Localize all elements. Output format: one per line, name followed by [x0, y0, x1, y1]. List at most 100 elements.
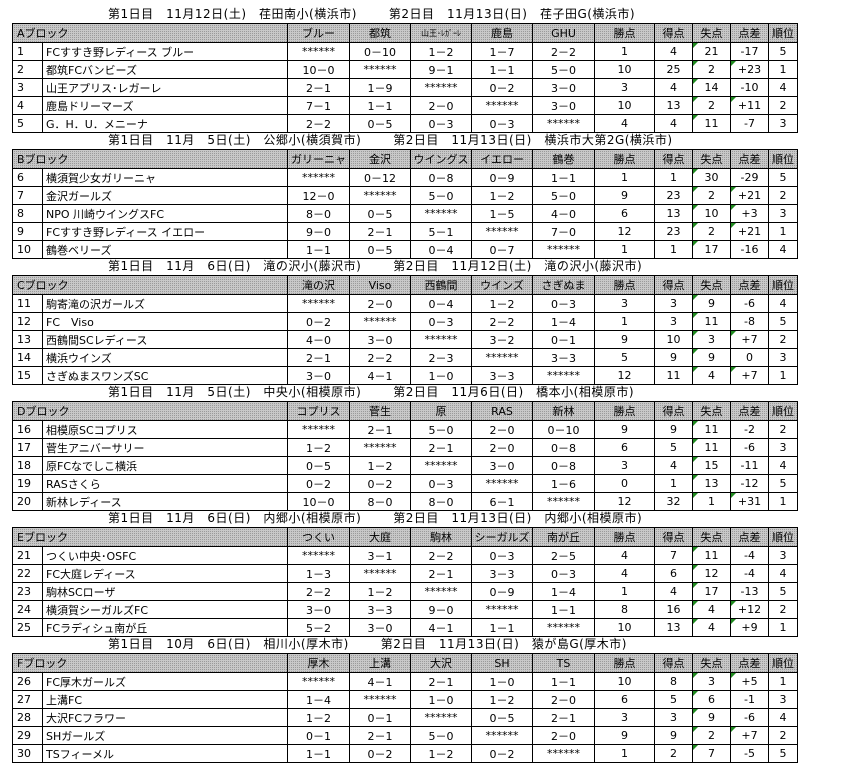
team-number: 18 [12, 456, 43, 475]
match-result: 0－5 [349, 240, 412, 259]
match-result: 2－3 [410, 348, 472, 367]
goal-difference: +31 [730, 492, 770, 511]
goals-against: 30 [692, 168, 732, 187]
team-name: 横須賀シーガルズFC [41, 600, 289, 619]
team-number: 14 [12, 348, 43, 367]
opponent-header: 新林 [532, 401, 596, 421]
team-name: 菅生アニバーサリー [41, 438, 289, 457]
team-name: FC Viso [42, 312, 288, 331]
table-row: 3 山王アプリス･レガーレ 2－1 1－9 ****** 0－2 3－0 3 4 14 -10 4 [12, 78, 798, 97]
team-name: FCラディシュ南が丘 [41, 618, 289, 637]
stat-header: 点差 [730, 23, 769, 43]
goals-against: 13 [692, 474, 732, 493]
table-row: 28 大沢FCフラワー 1－2 0－1 ****** 0－5 2－1 3 3 9 -6 4 [12, 708, 799, 727]
stat-header: 勝点 [594, 401, 656, 421]
block-Bブロック: 第1日目 11月 5日(土) 公郷小(横須賀市) 第2日目 11月13日(日) 横… [11, 132, 799, 259]
match-result: 3－0 [532, 96, 595, 115]
table-row: 17 菅生アニバーサリー 1－2 ****** 2－1 2－0 0－8 6 5 11 -6 3 [12, 438, 799, 457]
stat-header: 点差 [730, 275, 769, 295]
match-result: ****** [471, 222, 534, 241]
points: 3 [594, 708, 656, 727]
opponent-header: 山王･ﾚｶﾞｰﾚ [410, 23, 472, 43]
team-name: FC大庭レディース [41, 564, 289, 583]
goal-difference: -29 [730, 168, 770, 187]
goal-difference: +5 [730, 672, 770, 691]
match-result: 1－3 [287, 564, 351, 583]
rank: 3 [768, 348, 798, 367]
points: 3 [594, 294, 655, 313]
match-result: 0－3 [532, 294, 595, 313]
match-result: 12－0 [287, 186, 351, 205]
rank: 5 [768, 168, 799, 187]
match-result: 2－1 [410, 672, 473, 691]
match-result: 0－2 [471, 78, 533, 97]
match-result: ****** [410, 204, 473, 223]
table-row: 5 G．H．U．メニーナ 2－2 0－5 0－3 0－3 ****** 4 4 11 -7 3 [12, 114, 798, 133]
header-row: Bブロック ガリーニャ 金沢 ウイングス イエロー 鶴巻 勝点 得点 失点 点差 順位 [11, 149, 799, 169]
opponent-header: 上溝 [349, 653, 412, 673]
team-number: 28 [12, 708, 43, 727]
header-row: Aブロック ブルー 都筑 山王･ﾚｶﾞｰﾚ 鹿島 GHU 勝点 得点 失点 点差 順位 [12, 23, 798, 43]
match-result: 5－0 [410, 186, 473, 205]
match-result: ****** [349, 60, 411, 79]
stat-header: 順位 [768, 527, 799, 547]
team-number: 9 [12, 222, 43, 241]
match-result: 2－1 [287, 78, 350, 97]
team-number: 22 [12, 564, 43, 583]
rank: 4 [768, 708, 799, 727]
rank: 3 [768, 690, 799, 709]
team-name: 駒寄滝の沢ガールズ [42, 294, 288, 313]
match-result: 0－1 [532, 330, 595, 349]
match-result: 1－1 [471, 618, 534, 637]
goals-for: 4 [654, 42, 693, 61]
match-result: 0－10 [349, 42, 411, 61]
stat-header: 順位 [768, 653, 799, 673]
team-number: 23 [12, 582, 43, 601]
match-result: 0－8 [532, 456, 596, 475]
team-number: 24 [12, 600, 43, 619]
day2-schedule: 第2日目 11月13日(日) 猿が島G(厚木市) [380, 637, 627, 651]
match-result: 1－1 [532, 168, 596, 187]
goal-difference: +21 [730, 186, 770, 205]
goal-difference: -10 [730, 78, 769, 97]
goals-against: 1 [692, 492, 732, 511]
match-result: 1－2 [410, 744, 473, 763]
match-result: 9－0 [410, 600, 473, 619]
goals-against: 11 [692, 438, 732, 457]
match-result: 1－2 [349, 582, 412, 601]
goal-difference: -6 [730, 294, 769, 313]
standings-sheet: 第1日目 11月12日(土) 荏田南小(横浜市) 第2日目 11月13日(日) 荏… [11, 6, 799, 763]
rank: 2 [768, 186, 799, 205]
points: 4 [594, 564, 656, 583]
goal-difference: +7 [730, 726, 770, 745]
match-result: 3－0 [287, 366, 350, 385]
match-result: ****** [349, 564, 412, 583]
goal-difference: -17 [730, 42, 769, 61]
block-Aブロック: 第1日目 11月12日(土) 荏田南小(横浜市) 第2日目 11月13日(日) 荏… [12, 6, 798, 133]
goals-for: 5 [654, 438, 694, 457]
match-result: ****** [532, 492, 596, 511]
goals-against: 11 [692, 546, 732, 565]
match-result: 10－0 [287, 60, 350, 79]
match-result: 1－1 [532, 600, 596, 619]
team-number: 27 [12, 690, 43, 709]
rank: 4 [768, 564, 799, 583]
goals-for: 9 [654, 726, 694, 745]
goals-against: 3 [692, 672, 732, 691]
team-name: 上溝FC [41, 690, 289, 709]
team-number: 16 [12, 420, 43, 439]
opponent-header: 鶴巻 [532, 149, 596, 169]
match-result: 2－0 [532, 726, 596, 745]
goals-for: 4 [654, 582, 694, 601]
match-result: 3－3 [471, 564, 534, 583]
team-name: 原FCなでしこ横浜 [41, 456, 289, 475]
goal-difference: -8 [730, 312, 769, 331]
team-number: 3 [12, 78, 43, 97]
points: 1 [594, 240, 656, 259]
opponent-header: 滝の沢 [287, 275, 350, 295]
table-row: 6 横須賀少女ガリーニャ ****** 0－12 0－8 0－9 1－1 1 1 30 -29 5 [12, 168, 799, 187]
match-result: 2－2 [471, 312, 533, 331]
team-name: 西鶴間SCレディース [42, 330, 288, 349]
day1-schedule: 第1日目 10月 6日(日) 相川小(厚木市) [108, 637, 349, 651]
goals-for: 9 [654, 420, 694, 439]
